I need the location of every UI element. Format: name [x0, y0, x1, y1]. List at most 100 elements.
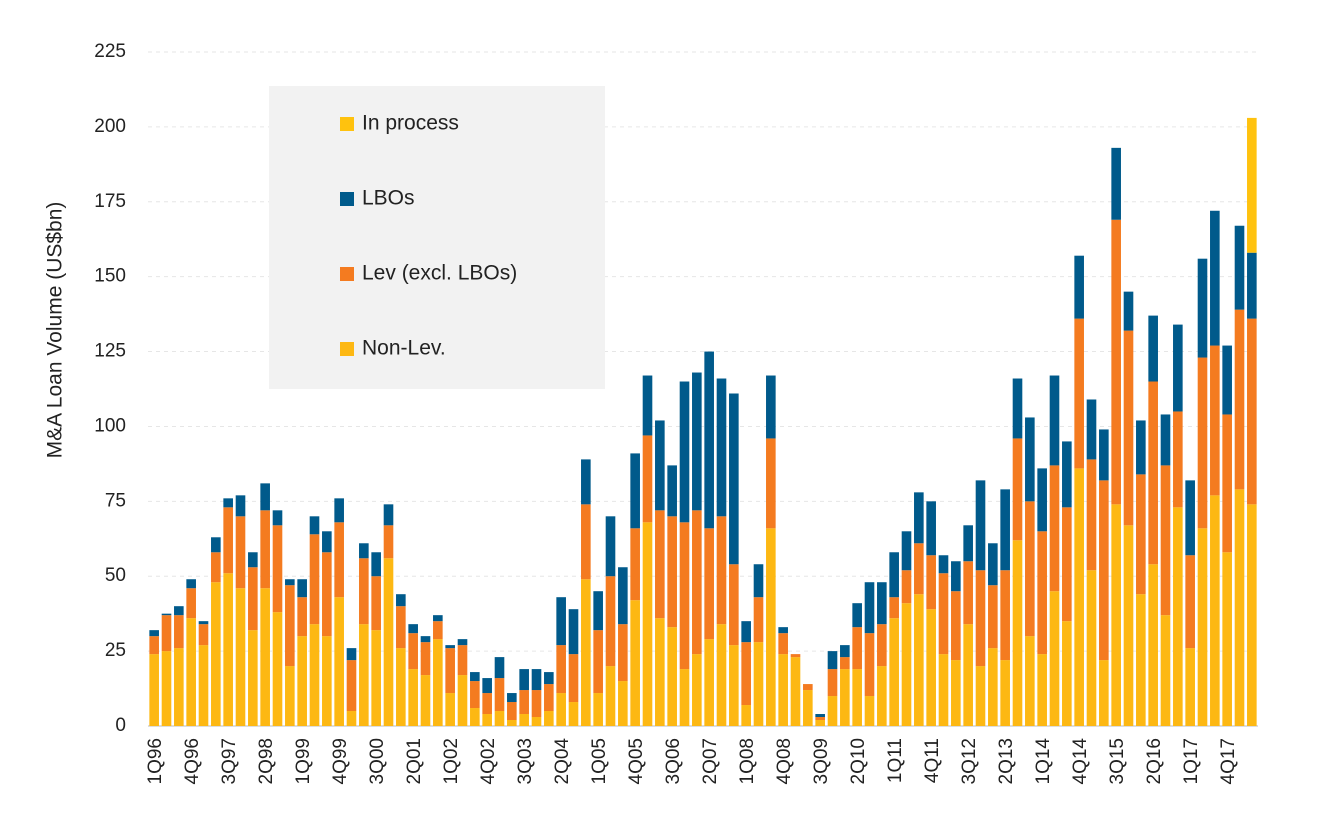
bar-segment	[519, 690, 529, 715]
x-tick-label: 1Q08	[737, 738, 758, 784]
bar-segment	[1185, 555, 1195, 649]
bar-segment	[568, 609, 579, 655]
bar-segment	[149, 636, 159, 655]
legend-label: In process	[362, 112, 459, 135]
bar-segment	[1074, 468, 1084, 726]
bar-segment	[445, 645, 455, 649]
bar-segment	[1111, 504, 1121, 726]
bar-segment	[667, 516, 677, 628]
y-tick-label: 125	[94, 341, 126, 362]
bar-segment	[704, 351, 714, 529]
x-tick-label: 1Q11	[885, 738, 906, 783]
bar-segment	[457, 675, 468, 726]
bar-segment	[556, 693, 566, 726]
bar-segment	[272, 612, 283, 726]
x-tick-label: 1Q02	[441, 738, 462, 784]
bar-segment	[827, 669, 838, 697]
x-tick-label: 4Q08	[774, 738, 795, 784]
bar-segment	[494, 678, 505, 712]
bar-segment	[655, 420, 665, 511]
bar-segment	[174, 606, 184, 616]
bar-segment	[741, 705, 751, 726]
x-tick-label: 3Q12	[959, 738, 980, 784]
bar-segment	[926, 501, 936, 556]
bar-segment	[272, 525, 283, 613]
bar-segment	[852, 603, 862, 628]
bar-segment	[778, 654, 788, 726]
legend-box	[269, 86, 605, 389]
bar-segment	[223, 498, 233, 508]
bar-segment	[593, 693, 603, 726]
bar-segment	[988, 543, 998, 586]
bar-segment	[815, 720, 825, 726]
bar-segment	[1136, 474, 1146, 595]
x-tick-label: 4Q14	[1070, 738, 1091, 785]
bar-segment	[1000, 660, 1010, 726]
bar-segment	[1222, 345, 1232, 415]
bar-segment	[174, 615, 184, 649]
bar-segment	[346, 711, 357, 726]
bar-segment	[692, 372, 702, 511]
y-tick-label: 200	[94, 116, 126, 137]
bar-segment	[729, 645, 739, 726]
y-tick-label: 175	[94, 191, 126, 212]
bar-segment	[470, 681, 480, 709]
bar-segment	[1111, 219, 1121, 505]
bar-segment	[359, 543, 369, 559]
bar-segment	[642, 435, 653, 523]
x-tick-label: 1Q96	[145, 738, 166, 784]
bar-segment	[482, 714, 492, 726]
bar-segment	[309, 624, 320, 726]
bar-segment	[926, 609, 936, 726]
bar-segment	[322, 531, 332, 553]
bar-segment	[1012, 540, 1023, 726]
bar-segment	[951, 660, 961, 726]
bar-segment	[864, 582, 875, 634]
y-axis-label: M&A Loan Volume (US$bn)	[44, 202, 67, 459]
bar-segment	[334, 498, 344, 523]
bar-segment	[1086, 570, 1097, 726]
bar-segment	[1247, 252, 1257, 319]
bar-segment	[1025, 417, 1035, 502]
x-tick-label: 1Q99	[293, 738, 314, 784]
bar-segment	[507, 702, 517, 721]
bar-segment	[297, 636, 307, 726]
bar-segment	[840, 657, 850, 670]
bar-segment	[655, 510, 665, 619]
bar-segment	[1148, 564, 1158, 726]
bar-segment	[211, 582, 221, 726]
bar-segment	[1037, 654, 1047, 726]
y-tick-label: 225	[94, 41, 126, 62]
bar-segment	[864, 696, 875, 726]
bar-segment	[1099, 480, 1109, 661]
bar-segment	[704, 528, 714, 640]
bar-segment	[692, 654, 702, 726]
bar-segment	[1049, 465, 1060, 592]
bar-segment	[445, 648, 455, 694]
bar-segment	[815, 717, 825, 721]
bar-segment	[198, 645, 209, 726]
bar-segment	[371, 630, 381, 726]
bar-segment	[1210, 495, 1220, 726]
x-tick-label: 4Q02	[478, 738, 499, 784]
bar-segment	[1197, 528, 1208, 726]
bar-segment	[729, 564, 739, 646]
x-tick-label: 3Q97	[219, 738, 240, 784]
bar-segment	[1000, 489, 1010, 571]
bar-segment	[581, 504, 591, 580]
x-tick-label: 2Q98	[256, 738, 277, 784]
bar-segment	[593, 591, 603, 631]
bar-segment	[1123, 525, 1134, 726]
bar-segment	[396, 606, 406, 649]
bar-segment	[174, 648, 184, 726]
bar-segment	[223, 507, 233, 574]
bar-segment	[433, 621, 443, 640]
bar-segment	[618, 624, 628, 682]
y-tick-label: 0	[115, 715, 126, 736]
bar-segment	[877, 666, 887, 726]
bar-segment	[581, 459, 591, 505]
bar-segment	[914, 594, 924, 726]
bar-segment	[581, 579, 591, 726]
bar-segment	[926, 555, 936, 610]
bar-segment	[642, 375, 653, 436]
